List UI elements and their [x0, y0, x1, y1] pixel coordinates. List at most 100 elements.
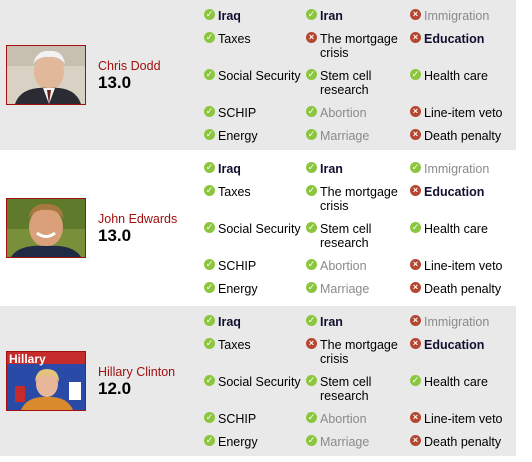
check-icon: ✓ — [306, 185, 317, 196]
issue-item[interactable]: ✓ Social Security — [204, 375, 304, 389]
candidate-photo[interactable]: Hillary — [6, 351, 86, 411]
check-icon: ✓ — [204, 375, 215, 386]
candidate-photo[interactable] — [6, 198, 86, 258]
candidate-score: 12.0 — [98, 379, 132, 398]
issue-item[interactable]: ✓ SCHIP — [204, 259, 304, 273]
candidate-row-chris-dodd: Chris Dodd 13.0 ✓ Iraq ✓ Iran × Immigration ✓ T… — [0, 0, 516, 150]
issue-item[interactable]: ✓ Iraq — [204, 162, 304, 176]
issue-item[interactable]: × Line-item veto — [410, 412, 510, 426]
issue-label: Iraq — [218, 315, 241, 329]
check-icon: ✓ — [306, 412, 317, 423]
issue-label: Death penalty — [424, 282, 502, 296]
cross-icon: × — [410, 259, 421, 270]
issue-label: Iraq — [218, 162, 241, 176]
issue-item[interactable]: ✓ Iraq — [204, 315, 304, 329]
issue-item[interactable]: ✓ Stem cell research — [306, 69, 406, 97]
issue-item[interactable]: ✓ Abortion — [306, 259, 406, 273]
issue-label: Line-item veto — [424, 106, 503, 120]
issue-item[interactable]: × Immigration — [410, 315, 510, 329]
check-icon: ✓ — [306, 435, 317, 446]
issue-item[interactable]: ✓ Iran — [306, 9, 406, 23]
check-icon: ✓ — [410, 162, 421, 173]
issue-item[interactable]: × Death penalty — [410, 435, 510, 449]
issue-item[interactable]: ✓ Social Security — [204, 69, 304, 83]
issue-item[interactable]: ✓ SCHIP — [204, 412, 304, 426]
check-icon: ✓ — [306, 162, 317, 173]
issue-label: Marriage — [320, 435, 370, 449]
issue-item[interactable]: × Education — [410, 338, 510, 352]
candidate-name[interactable]: John Edwards — [98, 212, 178, 226]
campaign-sign-text: Hillary — [9, 352, 46, 366]
issue-label: SCHIP — [218, 106, 257, 120]
issue-label: Line-item veto — [424, 412, 503, 426]
issue-item[interactable]: ✓ The mortgage crisis — [306, 185, 406, 213]
issue-item[interactable]: ✓ Marriage — [306, 435, 406, 449]
issue-item[interactable]: ✓ Health care — [410, 69, 510, 83]
issue-item[interactable]: ✓ Energy — [204, 129, 304, 143]
issue-item[interactable]: ✓ Health care — [410, 222, 510, 236]
cross-icon: × — [410, 185, 421, 196]
check-icon: ✓ — [306, 375, 317, 386]
issue-item[interactable]: ✓ Social Security — [204, 222, 304, 236]
check-icon: ✓ — [306, 259, 317, 270]
check-icon: ✓ — [204, 315, 215, 326]
issue-item[interactable]: × Line-item veto — [410, 106, 510, 120]
cross-icon: × — [410, 412, 421, 423]
issue-item[interactable]: × Death penalty — [410, 129, 510, 143]
cross-icon: × — [410, 106, 421, 117]
check-icon: ✓ — [306, 282, 317, 293]
candidate-name[interactable]: Chris Dodd — [98, 59, 161, 73]
issue-label: Health care — [424, 69, 488, 83]
issue-label: Health care — [424, 375, 488, 389]
issue-item[interactable]: × The mortgage crisis — [306, 338, 406, 366]
check-icon: ✓ — [204, 412, 215, 423]
issue-label: The mortgage crisis — [320, 338, 398, 366]
issue-label: Taxes — [218, 338, 251, 352]
cross-icon: × — [410, 129, 421, 140]
issue-item[interactable]: ✓ Iran — [306, 315, 406, 329]
issue-item[interactable]: ✓ SCHIP — [204, 106, 304, 120]
issue-label: Marriage — [320, 129, 370, 143]
issue-label: Stem cell research — [320, 69, 372, 97]
issue-item[interactable]: ✓ Stem cell research — [306, 222, 406, 250]
check-icon: ✓ — [306, 9, 317, 20]
issue-label: Iran — [320, 315, 343, 329]
issue-item[interactable]: ✓ Taxes — [204, 185, 304, 199]
issue-item[interactable]: × Death penalty — [410, 282, 510, 296]
candidate-name[interactable]: Hillary Clinton — [98, 365, 176, 379]
issue-item[interactable]: ✓ Health care — [410, 375, 510, 389]
issue-item[interactable]: ✓ Marriage — [306, 282, 406, 296]
issue-item[interactable]: × The mortgage crisis — [306, 32, 406, 60]
issue-item[interactable]: × Immigration — [410, 9, 510, 23]
issue-item[interactable]: ✓ Energy — [204, 282, 304, 296]
issue-item[interactable]: ✓ Taxes — [204, 32, 304, 46]
issue-item[interactable]: ✓ Abortion — [306, 412, 406, 426]
issue-label: Stem cell research — [320, 222, 372, 250]
issue-item[interactable]: ✓ Iraq — [204, 9, 304, 23]
issue-label: Death penalty — [424, 129, 502, 143]
issue-label: Taxes — [218, 185, 251, 199]
issue-item[interactable]: ✓ Stem cell research — [306, 375, 406, 403]
issue-item[interactable]: ✓ Abortion — [306, 106, 406, 120]
issue-item[interactable]: ✓ Energy — [204, 435, 304, 449]
issue-item[interactable]: × Education — [410, 185, 510, 199]
check-icon: ✓ — [410, 375, 421, 386]
issue-label: Taxes — [218, 32, 251, 46]
portrait-hillary-clinton: Hillary — [7, 352, 85, 410]
check-icon: ✓ — [204, 435, 215, 446]
issue-item[interactable]: ✓ Taxes — [204, 338, 304, 352]
issue-label: Education — [424, 338, 485, 352]
issue-label: Social Security — [218, 375, 301, 389]
issue-item[interactable]: ✓ Iran — [306, 162, 406, 176]
candidate-photo[interactable] — [6, 45, 86, 105]
check-icon: ✓ — [204, 162, 215, 173]
cross-icon: × — [410, 32, 421, 43]
issue-item[interactable]: × Education — [410, 32, 510, 46]
cross-icon: × — [410, 9, 421, 20]
issue-label: Iraq — [218, 9, 241, 23]
issue-item[interactable]: × Line-item veto — [410, 259, 510, 273]
issue-label: SCHIP — [218, 412, 257, 426]
issue-label: Marriage — [320, 282, 370, 296]
issue-item[interactable]: ✓ Marriage — [306, 129, 406, 143]
issue-item[interactable]: ✓ Immigration — [410, 162, 510, 176]
